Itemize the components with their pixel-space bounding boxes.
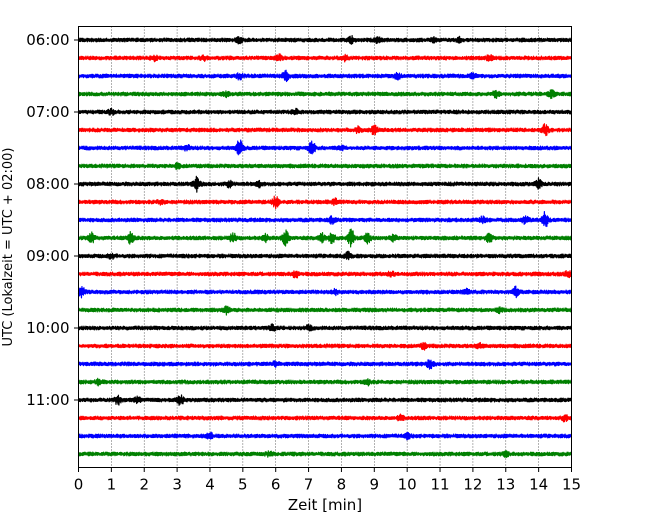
trace-line bbox=[77, 449, 573, 458]
trace-line bbox=[77, 250, 573, 261]
y-tick-label: 07:00 bbox=[26, 103, 69, 121]
trace-line bbox=[77, 139, 573, 156]
trace-line bbox=[77, 341, 573, 351]
y-tick-label: 08:00 bbox=[26, 175, 69, 193]
trace-line bbox=[77, 195, 573, 210]
x-tick-label: 2 bbox=[139, 476, 149, 494]
x-tick-label: 8 bbox=[337, 476, 347, 494]
trace-line bbox=[77, 123, 573, 137]
x-tick-label: 0 bbox=[74, 476, 84, 494]
x-tick-label: 4 bbox=[205, 476, 215, 494]
trace-line bbox=[77, 285, 573, 299]
y-tick-label: 11:00 bbox=[26, 391, 69, 409]
x-tick-label: 12 bbox=[463, 476, 482, 494]
y-tick-label: 10:00 bbox=[26, 319, 69, 337]
x-axis-label: Zeit [min] bbox=[288, 496, 362, 514]
trace-line bbox=[77, 69, 573, 83]
trace-line bbox=[77, 161, 573, 171]
trace-line bbox=[77, 359, 573, 370]
x-tick-label: 11 bbox=[430, 476, 449, 494]
trace-line bbox=[77, 34, 573, 45]
x-tick-label: 9 bbox=[370, 476, 380, 494]
seismic-traces bbox=[77, 34, 573, 458]
x-axis-ticks: 0 1 2 3 4 5 6 7 8 9 10 11 12 13 14 15 bbox=[74, 467, 581, 494]
x-tick-label: 7 bbox=[304, 476, 314, 494]
plot-frame bbox=[78, 26, 572, 468]
x-tick-label: 6 bbox=[271, 476, 281, 494]
y-axis-ticks: 06:00 07:00 08:00 09:00 10:00 11:00 bbox=[26, 31, 79, 409]
x-tick-label: 1 bbox=[107, 476, 117, 494]
x-tick-label: 15 bbox=[562, 476, 581, 494]
x-tick-label: 5 bbox=[238, 476, 248, 494]
x-tick-label: 10 bbox=[398, 476, 417, 494]
y-tick-label: 06:00 bbox=[26, 31, 69, 49]
trace-line bbox=[77, 323, 573, 332]
y-tick-label: 09:00 bbox=[26, 247, 69, 265]
x-tick-label: 14 bbox=[529, 476, 548, 494]
trace-line bbox=[77, 431, 573, 441]
trace-line bbox=[77, 107, 573, 117]
trace-line bbox=[77, 270, 573, 279]
trace-line bbox=[77, 394, 573, 406]
trace-line bbox=[77, 377, 573, 387]
y-axis-label: UTC (Lokalzeit = UTC + 02:00) bbox=[1, 148, 16, 347]
trace-line bbox=[77, 305, 573, 316]
trace-line bbox=[77, 211, 573, 228]
trace-line bbox=[77, 175, 573, 193]
x-tick-label: 3 bbox=[172, 476, 182, 494]
trace-line bbox=[77, 89, 573, 100]
trace-line bbox=[77, 53, 573, 63]
trace-line bbox=[77, 228, 573, 248]
x-tick-label: 13 bbox=[496, 476, 515, 494]
trace-line bbox=[77, 413, 573, 423]
